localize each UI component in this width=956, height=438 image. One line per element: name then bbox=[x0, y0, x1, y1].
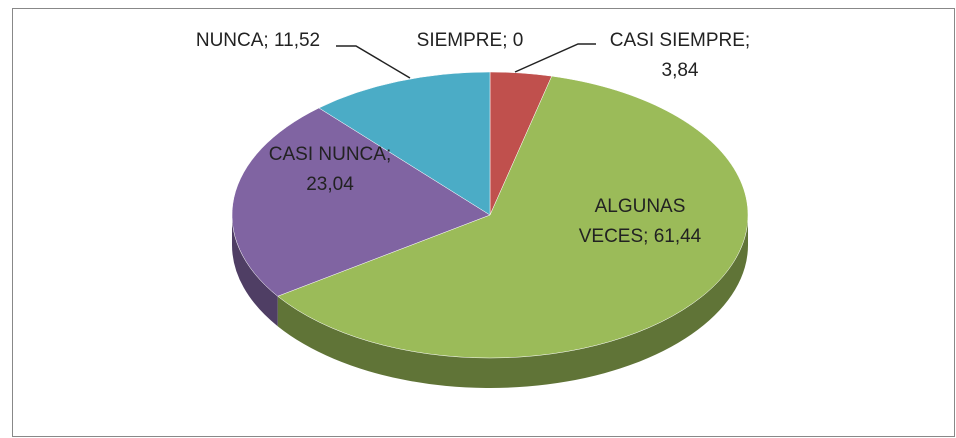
data-label: CASI NUNCA; 23,04 bbox=[269, 144, 391, 195]
pie-side bbox=[232, 215, 278, 327]
labels: SIEMPRE; 0 CASI SIEMPRE; 3,84 ALGUNAS VECES;… bbox=[196, 30, 750, 247]
leader-line bbox=[514, 43, 596, 73]
pie-slice bbox=[277, 75, 749, 359]
leader-line bbox=[336, 45, 411, 79]
pie-slice bbox=[231, 107, 491, 297]
data-label: CASI SIEMPRE; 3,84 bbox=[610, 30, 750, 81]
data-label: SIEMPRE; 0 bbox=[417, 30, 524, 51]
pie bbox=[231, 71, 749, 388]
data-label: NUNCA; 11,52 bbox=[196, 30, 320, 51]
pie-slice bbox=[318, 71, 491, 216]
data-label: ALGUNAS VECES; 61,44 bbox=[579, 196, 702, 247]
pie-side bbox=[277, 215, 748, 388]
